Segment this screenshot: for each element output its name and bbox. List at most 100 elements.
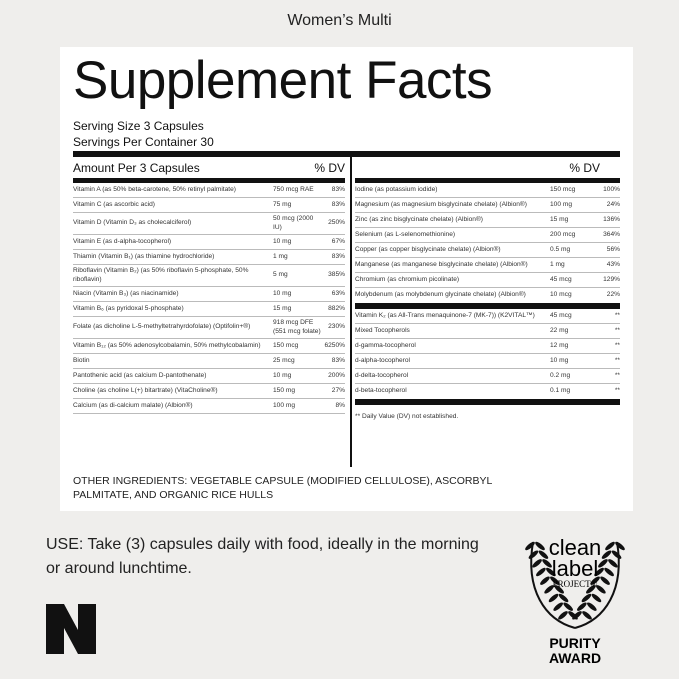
award-text-clean: clean (549, 535, 602, 560)
nutrient-row: d-delta-tocopherol 0.2 mg ** (355, 369, 620, 384)
nutrient-dv: 250% (328, 219, 345, 227)
nutrient-amount: 100 mg (273, 401, 295, 409)
nutrient-row: Riboflavin (Vitamin B₂) (as 50% riboflav… (73, 265, 345, 287)
nutrient-name: d-delta-tocopherol (355, 371, 409, 379)
nutrient-name: d-gamma-tocopherol (355, 341, 416, 349)
supplement-facts-panel: Supplement Facts Serving Size 3 Capsules… (60, 47, 633, 511)
nutrient-amount: 15 mg (273, 304, 292, 312)
nutrient-dv: 8% (335, 401, 345, 409)
column-divider (350, 157, 352, 467)
clean-label-purity-award-badge: clean label PROJECT® PURITY AWARD (515, 530, 635, 666)
nutrient-dv: ** (614, 356, 620, 364)
laurel-leaf (563, 602, 573, 611)
nutrient-row: Biotin 25 mcg 83% (73, 354, 345, 369)
laurel-leaf (550, 576, 560, 585)
nutrient-amount: 25 mcg (273, 356, 295, 364)
divider-bar (355, 399, 620, 405)
serving-size: Serving Size 3 Capsules (73, 119, 204, 133)
nutrient-row: Choline (as choline L(+) bitartrate) (Vi… (73, 384, 345, 399)
nutrient-name: Chromium (as chromium picolinate) (355, 275, 460, 283)
nutrient-row: Copper (as copper bisglycinate chelate) … (355, 243, 620, 258)
nutrient-amount: 918 mcg DFE (551 mcg folate) (273, 319, 321, 335)
nutrient-row: d-beta-tocopherol 0.1 mg ** (355, 384, 620, 399)
nutrient-name: Folate (as dicholine L-5-methyltetrahyrd… (73, 323, 251, 331)
nutrient-dv: 129% (603, 275, 620, 283)
nutrient-amount: 75 mg (273, 200, 292, 208)
laurel-leaf (582, 611, 592, 620)
nutrient-row: Vitamin A (as 50% beta-carotene, 50% ret… (73, 183, 345, 198)
nutrient-name: Calcium (as di-calcium malate) (Albion®) (73, 401, 193, 409)
nutrient-amount: 5 mg (273, 271, 288, 279)
nutrient-amount: 750 mcg RAE (273, 185, 314, 193)
nutrient-name: Vitamin B₆ (as pyridoxal 5-phosphate) (73, 304, 184, 312)
nutrient-row: Folate (as dicholine L-5-methyltetrahyrd… (73, 317, 345, 339)
laurel-leaf (611, 550, 622, 559)
left-column: Amount Per 3 Capsules % DV Vitamin A (as … (73, 157, 345, 414)
laurel-leaf (538, 550, 549, 559)
nutrient-name: Magnesium (as magnesium bisglycinate che… (355, 200, 527, 208)
footnote: ** Daily Value (DV) not established. (355, 413, 459, 420)
nutrient-amount: 0.5 mg (550, 245, 571, 253)
nutrient-name: Thiamin (Vitamin B₁) (as thiamine hydroc… (73, 252, 215, 260)
nutrient-dv: 200% (328, 371, 345, 379)
nutrient-name: Biotin (73, 356, 90, 364)
nutrient-row: Mixed Tocopherols 22 mg ** (355, 324, 620, 339)
nutrient-dv: 27% (331, 386, 345, 394)
nutrient-amount: 10 mg (273, 237, 292, 245)
laurel-wreath-icon (525, 541, 625, 629)
nutrient-amount: 150 mg (273, 386, 295, 394)
nutrient-name: d-beta-tocopherol (355, 387, 407, 395)
serving-size-label: Serving Size (73, 119, 141, 133)
laurel-leaf (586, 585, 596, 594)
nutrient-dv: 6250% (324, 341, 345, 349)
nutrient-row: Vitamin C (as ascorbic acid) 75 mg 83% (73, 198, 345, 213)
nutrient-row: Vitamin K₂ (as All-Trans menaquinone-7 (… (355, 309, 620, 324)
nutrient-name: Pantothenic acid (as calcium D-pantothen… (73, 371, 207, 379)
laurel-leaf (596, 585, 606, 594)
nutrient-name: Molybdenum (as molybdenum glycinate chel… (355, 291, 526, 299)
nutrient-row: d-gamma-tocopherol 12 mg ** (355, 339, 620, 354)
nutrient-dv: 56% (606, 245, 620, 253)
nutrient-dv: 136% (603, 215, 620, 223)
laurel-leaf (544, 585, 554, 594)
laurel-leaf (601, 550, 612, 559)
nutrient-dv: 385% (328, 271, 345, 279)
nutrient-dv: 63% (331, 289, 345, 297)
nutrient-dv: 230% (328, 323, 345, 331)
servings-value: 30 (200, 135, 214, 149)
nutrient-name: Riboflavin (Vitamin B₂) (as 50% riboflav… (73, 267, 249, 283)
laurel-leaf (553, 602, 563, 611)
nutrient-dv: 43% (606, 260, 620, 268)
nutrient-amount: 200 mcg (550, 230, 576, 238)
laurel-leaf (605, 541, 615, 551)
nutrient-dv: 83% (331, 356, 345, 364)
laurel-leaf (577, 602, 587, 611)
nutrient-name: Vitamin D (Vitamin D₃ as cholecalciferol… (73, 219, 192, 227)
laurel-leaf (594, 567, 604, 577)
nutrient-name: Copper (as copper bisglycinate chelate) … (355, 245, 501, 253)
servings-per-container: Servings Per Container 30 (73, 135, 214, 149)
nutrient-dv: ** (614, 387, 620, 395)
award-text-award: AWARD (549, 650, 601, 665)
laurel-leaf (604, 567, 614, 577)
serving-size-value: 3 Capsules (143, 119, 204, 133)
nutrient-dv: 100% (603, 185, 620, 193)
laurel-leaf (535, 541, 545, 551)
nutrient-dv: 364% (603, 230, 620, 238)
laurel-leaf (548, 593, 559, 603)
laurel-leaf (587, 602, 597, 611)
nutrient-dv: ** (614, 341, 620, 349)
nutrient-row: Selenium (as L-selenomethionine) 200 mcg 3… (355, 228, 620, 243)
nutrient-row: Calcium (as di-calcium malate) (Albion®)… (73, 399, 345, 414)
nutrient-row: Iodine (as potassium iodide) 150 mcg 100% (355, 183, 620, 198)
nutrient-amount: 12 mg (550, 341, 569, 349)
nutrient-amount: 45 mcg (550, 275, 572, 283)
nutrient-row: Zinc (as zinc bisglycinate chelate) (Alb… (355, 213, 620, 228)
nutrient-name: Selenium (as L-selenomethionine) (355, 230, 456, 238)
nutrient-name: Vitamin C (as ascorbic acid) (73, 200, 155, 208)
laurel-leaf (590, 576, 600, 585)
laurel-leaf (546, 567, 556, 577)
laurel-leaf (554, 585, 564, 594)
nutrient-row: Manganese (as manganese bisglycinate che… (355, 258, 620, 273)
brand-logo (46, 604, 96, 659)
